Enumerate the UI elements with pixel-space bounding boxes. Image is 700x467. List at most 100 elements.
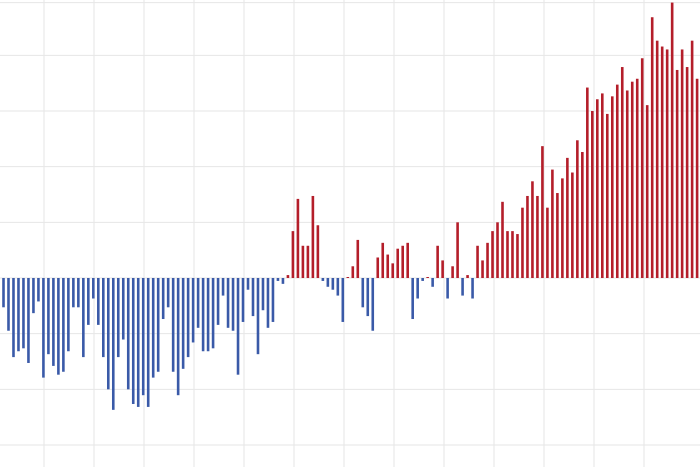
bar (640, 58, 644, 278)
bar (221, 278, 225, 296)
bar (625, 90, 629, 278)
bar (556, 193, 559, 278)
bar (22, 278, 25, 349)
bar (461, 278, 464, 296)
bar (685, 67, 689, 278)
bar (341, 278, 345, 322)
bar (645, 105, 649, 278)
bar (12, 278, 15, 358)
bar (77, 278, 80, 308)
bar (211, 278, 215, 349)
bar (351, 266, 355, 278)
bar (251, 278, 255, 317)
bar (376, 257, 380, 278)
bar (401, 245, 404, 278)
bar (660, 46, 664, 278)
bar (511, 231, 514, 278)
bar (630, 81, 634, 278)
bar (466, 275, 469, 278)
bar (176, 278, 180, 396)
bar (87, 278, 90, 325)
bar (241, 278, 245, 322)
bar (186, 278, 190, 358)
bar (97, 278, 100, 325)
bar (246, 278, 250, 290)
bar (670, 2, 674, 279)
bar (476, 245, 479, 278)
bar (571, 172, 574, 278)
bar (156, 278, 160, 372)
bar (27, 278, 30, 363)
bar (371, 278, 375, 331)
bar (581, 152, 584, 278)
bar (615, 84, 619, 279)
bar (206, 278, 210, 352)
bar (446, 278, 449, 299)
bar (131, 278, 135, 404)
bar (591, 110, 594, 279)
bar (690, 40, 694, 278)
bar (72, 278, 75, 308)
bar (406, 242, 409, 278)
bar (141, 278, 145, 396)
bar (526, 195, 529, 278)
bar (121, 278, 125, 340)
bar (366, 278, 370, 317)
bar (596, 99, 599, 279)
bar (441, 260, 444, 278)
bar (456, 222, 459, 278)
bar (610, 96, 614, 278)
bar (546, 207, 549, 278)
bar (82, 278, 85, 358)
bar (451, 266, 454, 278)
bar (635, 78, 639, 278)
bar (576, 140, 579, 278)
bar (650, 17, 654, 278)
bar (151, 278, 155, 378)
bar (386, 254, 390, 278)
bar (296, 198, 300, 278)
bar (655, 40, 659, 278)
bar (361, 278, 365, 308)
bar (111, 278, 115, 410)
bar (381, 242, 385, 278)
bar (411, 278, 414, 320)
bar (331, 278, 335, 290)
bar (605, 113, 609, 278)
bar (231, 278, 235, 331)
bar (7, 278, 10, 331)
bar (491, 231, 494, 278)
bar (311, 195, 315, 278)
bar (536, 195, 539, 278)
bar (551, 169, 554, 278)
bar (191, 278, 195, 343)
bar (281, 278, 285, 284)
bar (276, 278, 280, 281)
bar (620, 67, 624, 278)
bar (561, 178, 564, 278)
bar (680, 49, 684, 279)
bar (396, 248, 400, 278)
bar (201, 278, 205, 352)
bar (196, 278, 200, 328)
bar (496, 222, 499, 278)
bar (102, 278, 105, 358)
bar (2, 278, 5, 308)
bar (286, 275, 290, 278)
bar (301, 245, 305, 278)
bar (226, 278, 230, 328)
bar (17, 278, 20, 352)
bar (47, 278, 50, 355)
bars (2, 2, 699, 410)
bar (486, 242, 489, 278)
bar (481, 260, 484, 278)
bar (336, 278, 340, 296)
bar (541, 146, 544, 278)
bar (126, 278, 130, 390)
bar (675, 69, 679, 278)
bar (32, 278, 35, 314)
bar (57, 278, 60, 375)
bar (431, 278, 434, 287)
